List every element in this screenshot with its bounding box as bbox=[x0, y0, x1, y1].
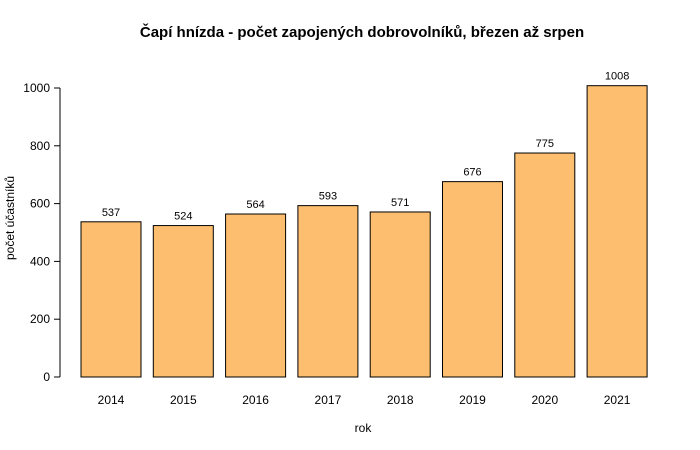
y-tick-label: 600 bbox=[30, 197, 50, 211]
x-tick-label-2016: 2016 bbox=[242, 393, 269, 407]
y-axis: 0 200 400 600 800 1000 bbox=[23, 81, 61, 384]
y-tick-label: 400 bbox=[30, 254, 50, 268]
x-tick-labels-group: 2014 2015 2016 2017 2018 2019 2020 2021 bbox=[98, 393, 631, 407]
bar-2017 bbox=[297, 205, 359, 378]
chart-title: Čapí hnízda - počet zapojených dobrovoln… bbox=[140, 23, 584, 41]
x-tick-label-2019: 2019 bbox=[459, 393, 486, 407]
bar-2018 bbox=[369, 211, 431, 378]
data-label-2020: 775 bbox=[536, 138, 554, 150]
data-label-2016: 564 bbox=[246, 199, 264, 211]
x-tick-label-2021: 2021 bbox=[604, 393, 631, 407]
data-label-2018: 571 bbox=[391, 197, 409, 209]
y-tick-label: 0 bbox=[43, 370, 50, 384]
y-tick-label: 1000 bbox=[23, 81, 50, 95]
y-tick-label: 800 bbox=[30, 139, 50, 153]
bar-2020 bbox=[514, 152, 576, 378]
data-label-2021: 1008 bbox=[605, 71, 629, 83]
x-tick-label-2017: 2017 bbox=[315, 393, 342, 407]
data-label-2015: 524 bbox=[174, 211, 192, 223]
bar-2014 bbox=[80, 221, 142, 378]
y-axis-label: počet účastníků bbox=[3, 176, 17, 260]
data-label-2019: 676 bbox=[463, 167, 481, 179]
bar-2021 bbox=[586, 85, 648, 378]
bar-2019 bbox=[442, 181, 503, 378]
x-tick-label-2015: 2015 bbox=[170, 393, 197, 407]
data-label-2014: 537 bbox=[102, 207, 120, 219]
data-labels-group: 537 524 564 593 571 676 775 1008 bbox=[102, 71, 630, 223]
x-axis-label: rok bbox=[355, 421, 373, 435]
bar-2016 bbox=[225, 213, 287, 378]
x-tick-label-2014: 2014 bbox=[98, 393, 125, 407]
y-tick-label: 200 bbox=[30, 312, 50, 326]
bars-group bbox=[80, 85, 648, 378]
bar-2015 bbox=[152, 225, 214, 378]
x-tick-label-2018: 2018 bbox=[387, 393, 414, 407]
x-tick-label-2020: 2020 bbox=[531, 393, 558, 407]
data-label-2017: 593 bbox=[319, 191, 337, 203]
